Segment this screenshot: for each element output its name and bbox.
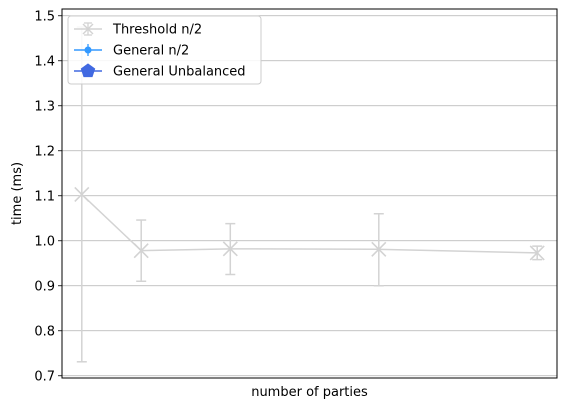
data-point — [371, 241, 387, 257]
legend-label: General n/2 — [113, 44, 189, 59]
marker-stroke — [371, 241, 387, 257]
data-point — [529, 245, 545, 261]
plot-frame — [61, 8, 558, 379]
y-tick-label: 1.0 — [34, 234, 55, 249]
y-axis-label: time (ms) — [10, 162, 25, 225]
y-tick-label: 1.3 — [34, 99, 55, 114]
legend-entry: General n/2 — [74, 44, 189, 59]
y-tick-label: 0.7 — [34, 369, 55, 384]
data-point — [133, 243, 149, 259]
marker-stroke — [222, 241, 238, 257]
series-line — [81, 193, 538, 254]
y-tick-label: 1.4 — [34, 54, 55, 69]
data-point — [74, 186, 90, 202]
grid-lines — [62, 15, 557, 377]
y-tick-label: 1.1 — [34, 189, 55, 204]
legend-marker-pentagon — [80, 63, 96, 78]
marker-stroke — [133, 243, 149, 259]
legend-marker-circle — [84, 46, 92, 54]
data-point — [222, 241, 238, 257]
y-tick-label: 0.9 — [34, 279, 55, 294]
legend-label: Threshold n/2 — [112, 23, 202, 38]
y-axis: 0.7 0.8 0.9 1.0 1.1 1.2 1.3 1.4 1.5 — [34, 9, 62, 384]
marker-stroke — [74, 186, 90, 202]
legend-label: General Unbalanced — [113, 65, 246, 80]
y-tick-label: 1.5 — [34, 9, 55, 24]
legend-entry: Threshold n/2 — [74, 22, 202, 38]
legend-entry: General Unbalanced — [74, 63, 246, 80]
y-tick-label: 1.2 — [34, 144, 55, 159]
y-tick-label: 0.8 — [34, 324, 55, 339]
marker-stroke — [529, 245, 545, 261]
legend-box — [67, 15, 262, 85]
legend: Threshold n/2 General n/2 General Unbalanc… — [67, 15, 262, 85]
legend-marker-x — [82, 23, 94, 35]
x-axis-label: number of parties — [251, 385, 368, 400]
